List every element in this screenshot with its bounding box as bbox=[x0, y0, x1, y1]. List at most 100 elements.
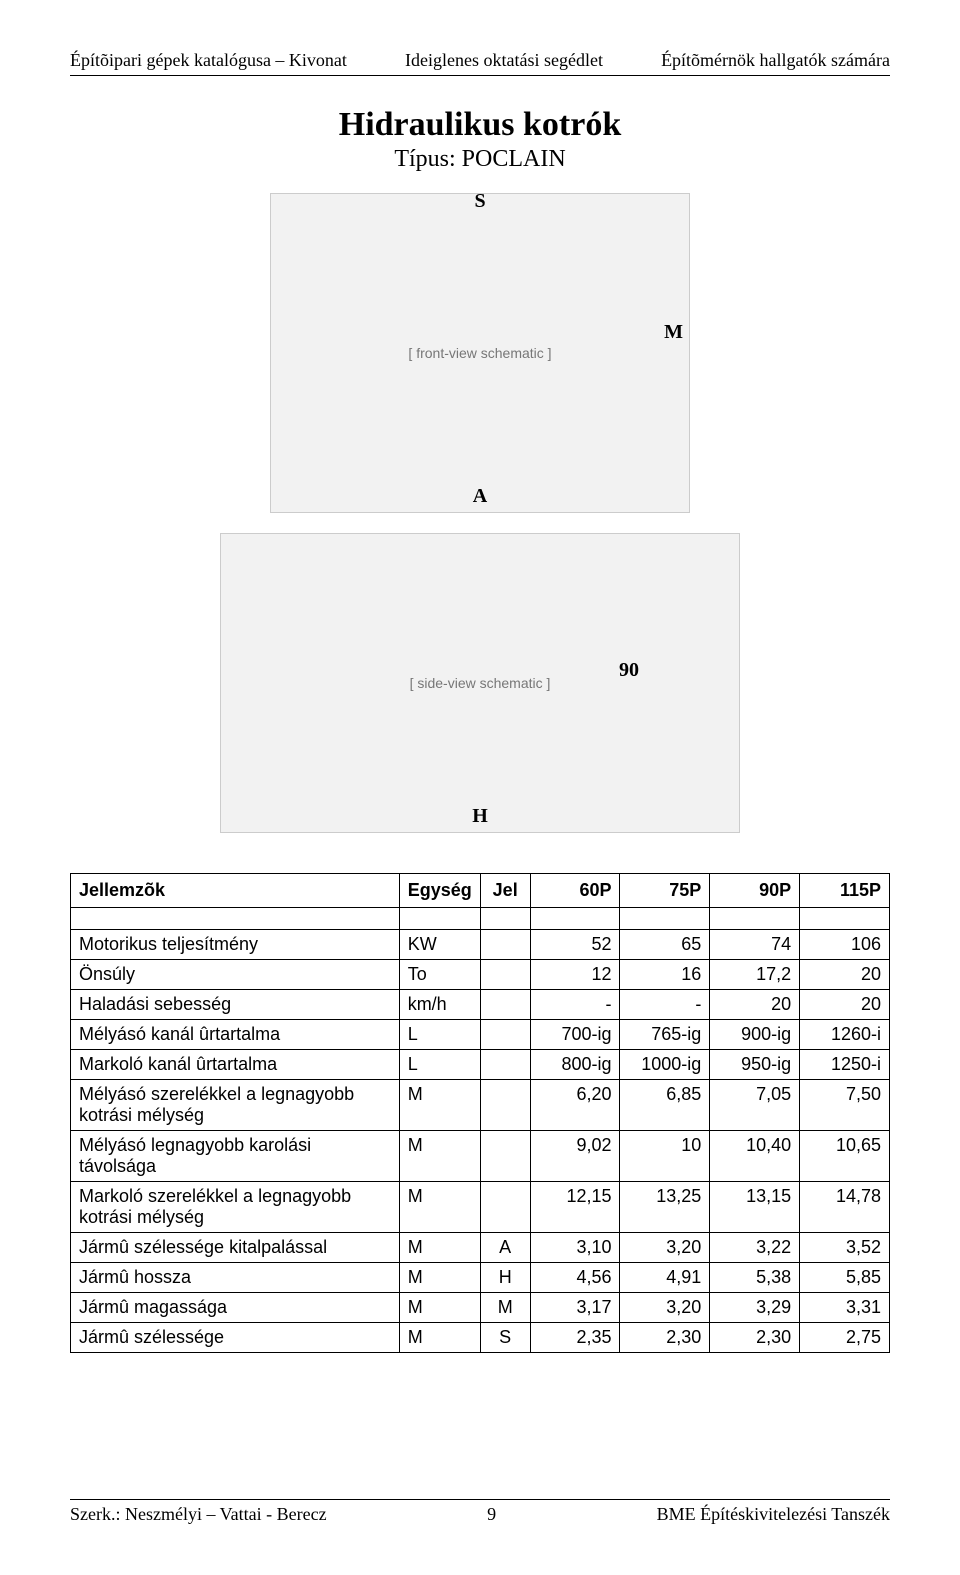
table-row: Jármû magasságaMM3,173,203,293,31 bbox=[71, 1293, 890, 1323]
table-cell-value: 3,22 bbox=[710, 1233, 800, 1263]
table-cell-value: 2,35 bbox=[530, 1323, 620, 1353]
table-cell-value: 4,91 bbox=[620, 1263, 710, 1293]
table-cell-unit: M bbox=[399, 1293, 480, 1323]
table-header-115p: 115P bbox=[800, 874, 890, 908]
table-cell-value: 13,15 bbox=[710, 1182, 800, 1233]
table-cell-attr: Motorikus teljesítmény bbox=[71, 930, 400, 960]
table-cell-jel bbox=[480, 1050, 530, 1080]
dimension-label-m: M bbox=[664, 321, 683, 344]
table-cell-value: 10,40 bbox=[710, 1131, 800, 1182]
table-cell-value: 3,20 bbox=[620, 1293, 710, 1323]
dimension-label-s: S bbox=[474, 190, 485, 213]
table-cell-value: 17,2 bbox=[710, 960, 800, 990]
table-cell-attr: Haladási sebesség bbox=[71, 990, 400, 1020]
table-cell-value: 6,85 bbox=[620, 1080, 710, 1131]
table-cell-value: 3,10 bbox=[530, 1233, 620, 1263]
table-cell-jel: H bbox=[480, 1263, 530, 1293]
table-row: Mélyásó kanál ûrtartalmaL700-ig765-ig900… bbox=[71, 1020, 890, 1050]
header-right: Építõmérnök hallgatók számára bbox=[661, 50, 890, 71]
table-row: Haladási sebességkm/h--2020 bbox=[71, 990, 890, 1020]
diagram-side-view: [ side-view schematic ] 90 H bbox=[220, 533, 740, 833]
table-cell-value: 10,65 bbox=[800, 1131, 890, 1182]
table-cell-jel bbox=[480, 990, 530, 1020]
table-cell-jel: S bbox=[480, 1323, 530, 1353]
table-cell-value: 20 bbox=[800, 960, 890, 990]
footer-left: Szerk.: Neszmélyi – Vattai - Berecz bbox=[70, 1504, 327, 1525]
table-cell-value: 106 bbox=[800, 930, 890, 960]
table-row: Mélyásó legnagyobb karolási távolságaM9,… bbox=[71, 1131, 890, 1182]
table-row: Markoló szerelékkel a legnagyobb kotrási… bbox=[71, 1182, 890, 1233]
table-row: Motorikus teljesítményKW526574106 bbox=[71, 930, 890, 960]
table-row: ÖnsúlyTo121617,220 bbox=[71, 960, 890, 990]
table-cell-value: 74 bbox=[710, 930, 800, 960]
table-cell-value: 3,29 bbox=[710, 1293, 800, 1323]
table-cell-value: 950-ig bbox=[710, 1050, 800, 1080]
table-cell-attr: Jármû magassága bbox=[71, 1293, 400, 1323]
header-left: Építõipari gépek katalógusa – Kivonat bbox=[70, 50, 347, 71]
table-header-unit: Egység bbox=[399, 874, 480, 908]
table-cell-value: 3,52 bbox=[800, 1233, 890, 1263]
page-header: Építõipari gépek katalógusa – Kivonat Id… bbox=[70, 50, 890, 71]
footer-right: BME Építéskivitelezési Tanszék bbox=[657, 1504, 890, 1525]
table-cell-value: 3,17 bbox=[530, 1293, 620, 1323]
table-row: Jármû szélességeMS2,352,302,302,75 bbox=[71, 1323, 890, 1353]
footer-divider bbox=[70, 1499, 890, 1500]
table-cell-value: 800-ig bbox=[530, 1050, 620, 1080]
table-cell-value: 20 bbox=[800, 990, 890, 1020]
header-divider bbox=[70, 75, 890, 76]
table-cell-value: 16 bbox=[620, 960, 710, 990]
table-cell-attr: Jármû hossza bbox=[71, 1263, 400, 1293]
table-cell-value: 65 bbox=[620, 930, 710, 960]
table-cell-unit: km/h bbox=[399, 990, 480, 1020]
table-header-row: Jellemzõk Egység Jel 60P 75P 90P 115P bbox=[71, 874, 890, 908]
table-cell-value: 9,02 bbox=[530, 1131, 620, 1182]
table-cell-unit: KW bbox=[399, 930, 480, 960]
table-cell-value: 700-ig bbox=[530, 1020, 620, 1050]
diagram-placeholder-text: [ front-view schematic ] bbox=[408, 345, 551, 361]
table-cell-attr: Önsúly bbox=[71, 960, 400, 990]
table-cell-value: 2,30 bbox=[620, 1323, 710, 1353]
table-cell-value: 900-ig bbox=[710, 1020, 800, 1050]
table-cell-jel: A bbox=[480, 1233, 530, 1263]
table-cell-value: 7,05 bbox=[710, 1080, 800, 1131]
table-cell-value: 14,78 bbox=[800, 1182, 890, 1233]
table-cell-unit: M bbox=[399, 1233, 480, 1263]
page-title: Hidraulikus kotrók bbox=[70, 106, 890, 144]
table-cell-value: 3,20 bbox=[620, 1233, 710, 1263]
table-cell-value: 765-ig bbox=[620, 1020, 710, 1050]
table-cell-value: 2,30 bbox=[710, 1323, 800, 1353]
table-cell-attr: Markoló kanál ûrtartalma bbox=[71, 1050, 400, 1080]
table-header-attr: Jellemzõk bbox=[71, 874, 400, 908]
table-cell-value: 4,56 bbox=[530, 1263, 620, 1293]
table-cell-attr: Mélyásó legnagyobb karolási távolsága bbox=[71, 1131, 400, 1182]
table-cell-value: 13,25 bbox=[620, 1182, 710, 1233]
table-row: Jármû szélessége kitalpalássalMA3,103,20… bbox=[71, 1233, 890, 1263]
spec-table: Jellemzõk Egység Jel 60P 75P 90P 115P Mo… bbox=[70, 873, 890, 1353]
page-footer: Szerk.: Neszmélyi – Vattai - Berecz 9 BM… bbox=[70, 1499, 890, 1525]
table-cell-value: 20 bbox=[710, 990, 800, 1020]
diagram-front-view: [ front-view schematic ] S M A bbox=[270, 193, 690, 513]
table-cell-value: 6,20 bbox=[530, 1080, 620, 1131]
table-header-60p: 60P bbox=[530, 874, 620, 908]
table-cell-value: 3,31 bbox=[800, 1293, 890, 1323]
page-subtitle: Típus: POCLAIN bbox=[70, 146, 890, 173]
table-cell-jel bbox=[480, 930, 530, 960]
table-cell-value: 10 bbox=[620, 1131, 710, 1182]
diagram-area: [ front-view schematic ] S M A [ side-vi… bbox=[70, 193, 890, 833]
table-cell-jel bbox=[480, 1182, 530, 1233]
table-cell-jel bbox=[480, 960, 530, 990]
table-cell-value: 1260-i bbox=[800, 1020, 890, 1050]
header-center: Ideiglenes oktatási segédlet bbox=[405, 50, 603, 71]
table-cell-unit: L bbox=[399, 1020, 480, 1050]
table-row: Mélyásó szerelékkel a legnagyobb kotrási… bbox=[71, 1080, 890, 1131]
dimension-label-a: A bbox=[473, 485, 487, 508]
diagram-placeholder-text: [ side-view schematic ] bbox=[410, 675, 551, 691]
table-spacer-row bbox=[71, 908, 890, 930]
table-header-75p: 75P bbox=[620, 874, 710, 908]
model-number-label: 90 bbox=[619, 659, 639, 682]
table-row: Markoló kanál ûrtartalmaL800-ig1000-ig95… bbox=[71, 1050, 890, 1080]
table-cell-attr: Markoló szerelékkel a legnagyobb kotrási… bbox=[71, 1182, 400, 1233]
table-cell-unit: M bbox=[399, 1263, 480, 1293]
table-cell-attr: Jármû szélessége bbox=[71, 1323, 400, 1353]
table-cell-attr: Mélyásó szerelékkel a legnagyobb kotrási… bbox=[71, 1080, 400, 1131]
